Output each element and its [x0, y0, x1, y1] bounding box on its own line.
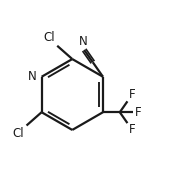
- Text: Cl: Cl: [43, 31, 55, 44]
- Text: N: N: [28, 70, 36, 83]
- Text: N: N: [79, 35, 88, 48]
- Text: F: F: [129, 88, 136, 101]
- Text: F: F: [135, 106, 141, 119]
- Text: Cl: Cl: [13, 127, 24, 140]
- Text: F: F: [129, 123, 136, 136]
